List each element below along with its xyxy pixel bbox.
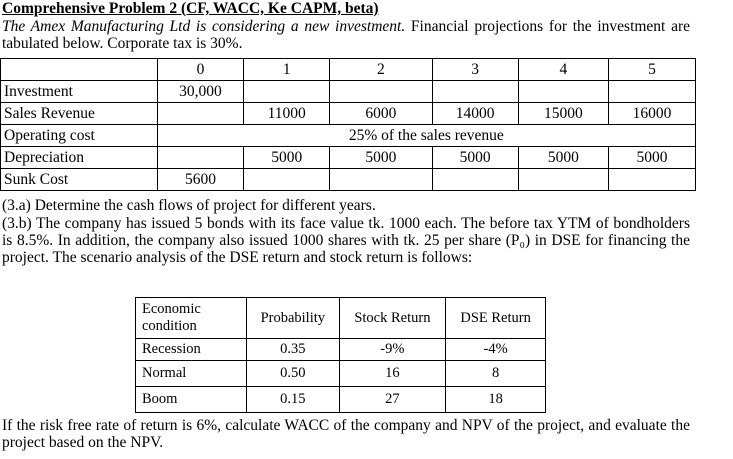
empty-cell — [156, 146, 245, 169]
year-cell: 1 — [243, 58, 331, 81]
empty-cell — [243, 168, 331, 191]
year-cell: 5 — [608, 58, 696, 81]
value-cell: 5600 — [156, 168, 245, 191]
table-row: Depreciation 5000 5000 5000 5000 5000 — [0, 146, 696, 169]
empty-cell — [517, 80, 610, 103]
intro-italic: The Amex Manufacturing Ltd is considerin… — [2, 18, 406, 35]
year-cell: 3 — [431, 58, 519, 81]
value-cell: -9% — [338, 338, 447, 361]
row-label: Normal — [135, 360, 247, 387]
table-row: Recession 0.35 -9% -4% — [135, 338, 546, 361]
closing: If the risk free rate of return is 6%, c… — [2, 417, 690, 451]
value-cell: 14000 — [431, 102, 519, 125]
table-row: Normal 0.50 16 8 — [135, 360, 546, 387]
row-label: Depreciation — [0, 146, 158, 169]
corner-cell — [0, 58, 158, 81]
value-cell: 16 — [338, 360, 447, 387]
empty-cell — [608, 80, 696, 103]
year-cell: 4 — [517, 58, 610, 81]
value-cell: 27 — [338, 386, 447, 413]
value-cell: 8 — [445, 360, 546, 387]
value-cell: 5000 — [608, 146, 696, 169]
span-cell: 25% of the sales revenue — [156, 124, 697, 147]
row-label: Operating cost — [0, 124, 158, 147]
question-a: (3.a) Determine the cash flows of projec… — [2, 197, 376, 214]
year-cell: 0 — [156, 58, 245, 81]
value-cell: 0.50 — [246, 360, 340, 387]
empty-cell — [431, 80, 519, 103]
value-cell: 16000 — [608, 102, 696, 125]
empty-cell — [243, 80, 331, 103]
header-cell: Probability — [246, 297, 340, 339]
value-cell: -4% — [445, 338, 546, 361]
value-cell: 18 — [445, 386, 546, 413]
value-cell: 0.15 — [246, 386, 340, 413]
value-cell: 5000 — [243, 146, 331, 169]
header-cell: Economic condition — [135, 297, 247, 339]
row-label: Recession — [135, 338, 247, 361]
row-label: Sales Revenue — [0, 102, 158, 125]
empty-cell — [156, 102, 245, 125]
value-cell: 30,000 — [156, 80, 245, 103]
header-cell: DSE Return — [445, 297, 546, 339]
row-label: Sunk Cost — [0, 168, 158, 191]
value-cell: 5000 — [329, 146, 433, 169]
table-row: Operating cost 25% of the sales revenue — [0, 124, 697, 147]
row-label: Boom — [135, 386, 247, 413]
value-cell: 15000 — [517, 102, 610, 125]
table-row: Investment 30,000 — [0, 80, 696, 103]
table-row: Boom 0.15 27 18 — [135, 386, 546, 413]
header-row: Economic condition Probability Stock Retur… — [135, 297, 546, 339]
value-cell: 5000 — [517, 146, 610, 169]
table-row: Sales Revenue 11000 6000 14000 15000 16000 — [0, 102, 696, 125]
intro-text: Financial projections for the investment… — [2, 18, 691, 52]
table-row: Sunk Cost 5600 — [0, 168, 696, 191]
empty-cell — [608, 168, 696, 191]
value-cell: 0.35 — [246, 338, 340, 361]
intro: The Amex Manufacturing Ltd is considerin… — [2, 18, 690, 52]
row-label: Investment — [0, 80, 158, 103]
header-cell: Stock Return — [338, 297, 447, 339]
empty-cell — [329, 80, 433, 103]
value-cell: 5000 — [431, 146, 519, 169]
title: Comprehensive Problem 2 (CF, WACC, Ke CA… — [2, 0, 379, 17]
scenario-table: Economic condition Probability Stock Retur… — [135, 297, 546, 413]
empty-cell — [329, 168, 433, 191]
projection-table: 0 1 2 3 4 5 Investment 30,000 Sales Revenue 11000… — [0, 58, 697, 191]
value-cell: 6000 — [329, 102, 433, 125]
empty-cell — [431, 168, 519, 191]
question-b: (3.b) The company has issued 5 bonds wit… — [2, 215, 690, 266]
value-cell: 11000 — [243, 102, 331, 125]
year-cell: 2 — [329, 58, 433, 81]
empty-cell — [517, 168, 610, 191]
